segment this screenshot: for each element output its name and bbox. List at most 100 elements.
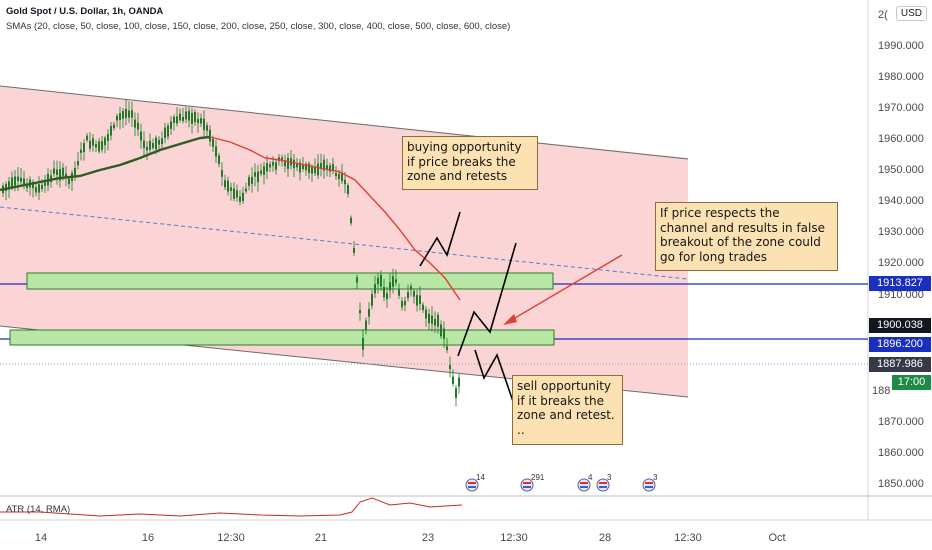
candle-body [86, 135, 88, 141]
candle-body [194, 112, 196, 123]
countdown-tag: 17:00 [892, 375, 931, 390]
candle-body [74, 168, 76, 176]
candle-body [95, 144, 97, 148]
candle-body [431, 315, 433, 324]
candle-body [242, 192, 244, 202]
candle-body [434, 318, 436, 326]
atr-legend[interactable]: ATR (14, RMA) [6, 504, 71, 515]
candle-body [53, 168, 55, 174]
candle-body [287, 157, 289, 169]
candle-body [458, 377, 460, 387]
candle-body [119, 113, 121, 121]
red-arrow-line[interactable] [507, 254, 623, 323]
candle-body [284, 160, 286, 167]
event-flag-icon[interactable]: 14 [465, 473, 485, 492]
candle-body [248, 177, 250, 186]
candle-body [323, 159, 325, 171]
event-flag-icon[interactable]: 291 [520, 473, 545, 492]
candle-body [17, 176, 19, 182]
zigzag-sell-path[interactable] [474, 349, 517, 411]
candle-body [320, 163, 322, 169]
candle-body [239, 196, 241, 202]
candle-body [263, 166, 265, 175]
candle-body [350, 217, 352, 224]
candle-body [68, 178, 70, 185]
price-tick-label: 1920.000 [878, 257, 924, 269]
price-axis[interactable]: 1990.000 1980.000 1970.000 1960.000 1950.000… [872, 9, 924, 490]
candle-body [446, 346, 448, 351]
red-arrow-head [503, 314, 517, 325]
candle-body [185, 111, 187, 120]
indicator-legend[interactable]: SMAs (20, close, 50, close, 100, close, … [6, 21, 511, 32]
time-tick-label: 14 [35, 532, 47, 544]
candle-body [266, 163, 268, 172]
zigzag-buy-path[interactable] [419, 211, 461, 267]
candle-body [35, 187, 37, 193]
candle-body [347, 185, 349, 194]
candle-body [302, 165, 304, 170]
candle-body [140, 131, 142, 141]
zone-upper[interactable] [26, 272, 554, 290]
candle-body [218, 155, 220, 165]
price-tick-label: 1850.000 [878, 478, 924, 490]
candle-body [155, 137, 157, 150]
sma-green-line[interactable] [0, 135, 211, 192]
candle-body [80, 149, 82, 153]
candle-body [122, 110, 124, 119]
sma-red-line[interactable] [209, 136, 461, 301]
candle-body [365, 320, 367, 330]
candle-body [131, 110, 133, 118]
candle-body [56, 169, 58, 175]
candle-body [221, 170, 223, 177]
candle-body [455, 388, 457, 398]
event-flag-icon[interactable]: 4 [577, 473, 593, 492]
candle-body [407, 292, 409, 299]
zigzag-long-path[interactable] [457, 242, 517, 357]
channel-fill[interactable] [0, 86, 688, 397]
candle-body [254, 172, 256, 177]
candle-body [200, 118, 202, 124]
candle-body [188, 110, 190, 121]
candle-body [134, 119, 136, 128]
candle-body [245, 188, 247, 192]
candle-body [38, 184, 40, 193]
candle-body [329, 165, 331, 172]
atr-line [0, 497, 463, 517]
candle-body [128, 110, 130, 118]
candle-body [338, 173, 340, 179]
candle-body [92, 138, 94, 146]
symbol-title[interactable]: Gold Spot / U.S. Dollar, 1h, OANDA [6, 6, 164, 17]
channel-midline[interactable] [0, 206, 689, 280]
candle-body [419, 295, 421, 305]
event-markers[interactable]: 14 291 4 3 3 [465, 473, 658, 492]
candle-body [5, 184, 7, 192]
annotation-buy-opportunity[interactable]: buying opportunity if price breaks the z… [402, 136, 538, 190]
candle-body [197, 118, 199, 124]
candle-body [356, 277, 358, 283]
event-count-label: 4 [588, 473, 593, 482]
channel-upper-line[interactable] [0, 85, 689, 160]
candle-body [62, 167, 64, 176]
candle-body [371, 294, 373, 306]
candle-body [368, 309, 370, 317]
annotation-channel-long[interactable]: If price respects the channel and result… [655, 202, 838, 271]
time-axis[interactable]: 14 16 12:30 21 23 12:30 28 12:30 Oct [35, 532, 786, 544]
candle-body [23, 178, 25, 186]
zone-lower[interactable] [9, 329, 555, 346]
event-flag-icon[interactable]: 3 [596, 473, 612, 492]
candle-body [311, 166, 313, 174]
candle-body [374, 284, 376, 294]
annotation-sell-opportunity[interactable]: sell opportunity if it breaks the zone a… [512, 375, 623, 445]
time-tick-label: 12:30 [500, 532, 528, 544]
candle-body [299, 162, 301, 173]
event-count-label: 291 [531, 473, 545, 482]
candle-body [59, 169, 61, 181]
candle-body [404, 300, 406, 306]
price-tick-label: 1950.000 [878, 164, 924, 176]
candle-body [260, 170, 262, 174]
currency-button[interactable]: USD [895, 6, 927, 21]
candle-body [167, 125, 169, 137]
event-flag-icon[interactable]: 3 [642, 473, 658, 492]
